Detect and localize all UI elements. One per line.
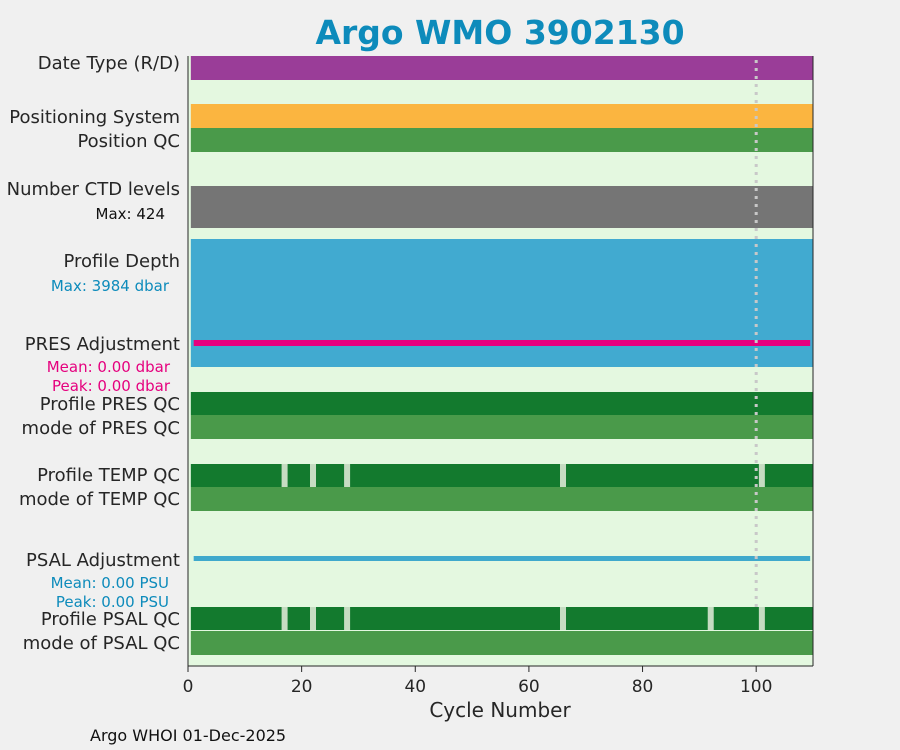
label-date-type: Date Type (R/D) — [38, 53, 180, 74]
annotation-ctd-max: Max: 424 — [96, 205, 165, 223]
x-tick-label-5: 100 — [740, 677, 772, 697]
label-mode-temp-qc: mode of TEMP QC — [19, 489, 180, 510]
qc-gap-11-5 — [758, 607, 765, 630]
label-profile-temp-qc: Profile TEMP QC — [37, 465, 180, 486]
annotation-depth-max: Max: 3984 dbar — [51, 277, 170, 295]
row-bar-7 — [190, 415, 813, 439]
qc-gap-11-1 — [310, 607, 316, 630]
x-axis-label: Cycle Number — [429, 698, 571, 722]
footer-text: Argo WHOI 01-Dec-2025 — [90, 726, 286, 745]
row-bar-10 — [193, 556, 811, 561]
qc-gap-11-0 — [281, 607, 288, 630]
x-tick-label-4: 80 — [632, 677, 654, 697]
row-bar-3 — [190, 186, 813, 228]
annotation-psal-peak: Peak: 0.00 PSU — [56, 593, 169, 611]
qc-gap-8-3 — [560, 464, 566, 487]
qc-gap-8-0 — [281, 464, 288, 487]
qc-gap-11-3 — [560, 607, 566, 630]
annotation-pres-mean: Mean: 0.00 dbar — [47, 358, 171, 376]
chart-title: Argo WMO 3902130 — [315, 13, 684, 52]
row-bar-2 — [190, 128, 813, 152]
label-pres-adjustment: PRES Adjustment — [25, 334, 180, 355]
row-bar-9 — [190, 487, 813, 511]
row-bar-12 — [190, 631, 813, 655]
row-bar-0 — [190, 56, 813, 80]
row-bars — [190, 56, 813, 655]
qc-gaps — [281, 464, 765, 630]
row-bar-4 — [190, 239, 813, 367]
x-tick-label-2: 40 — [404, 677, 426, 697]
x-tick-label-0: 0 — [183, 677, 194, 697]
x-ticks: 0 20 40 60 80 100 — [183, 666, 772, 697]
label-profile-pres-qc: Profile PRES QC — [40, 394, 180, 415]
label-position-qc: Position QC — [77, 131, 180, 152]
x-tick-label-3: 60 — [518, 677, 540, 697]
label-profile-depth: Profile Depth — [63, 251, 180, 272]
qc-gap-11-2 — [344, 607, 351, 630]
annotation-pres-peak: Peak: 0.00 dbar — [52, 377, 171, 395]
qc-gap-8-1 — [310, 464, 316, 487]
label-psal-adjustment: PSAL Adjustment — [26, 550, 180, 571]
row-bar-6 — [190, 392, 813, 415]
label-mode-psal-qc: mode of PSAL QC — [23, 633, 180, 654]
qc-gap-11-4 — [707, 607, 714, 630]
label-profile-psal-qc: Profile PSAL QC — [41, 609, 180, 630]
row-bar-5 — [193, 340, 811, 346]
label-positioning-system: Positioning System — [9, 107, 180, 128]
x-tick-label-1: 20 — [291, 677, 313, 697]
qc-gap-8-4 — [758, 464, 765, 487]
row-bar-1 — [190, 104, 813, 128]
annotation-psal-mean: Mean: 0.00 PSU — [51, 574, 169, 592]
label-mode-pres-qc: mode of PRES QC — [22, 418, 180, 439]
label-number-ctd-levels: Number CTD levels — [7, 179, 180, 200]
qc-gap-8-2 — [344, 464, 351, 487]
